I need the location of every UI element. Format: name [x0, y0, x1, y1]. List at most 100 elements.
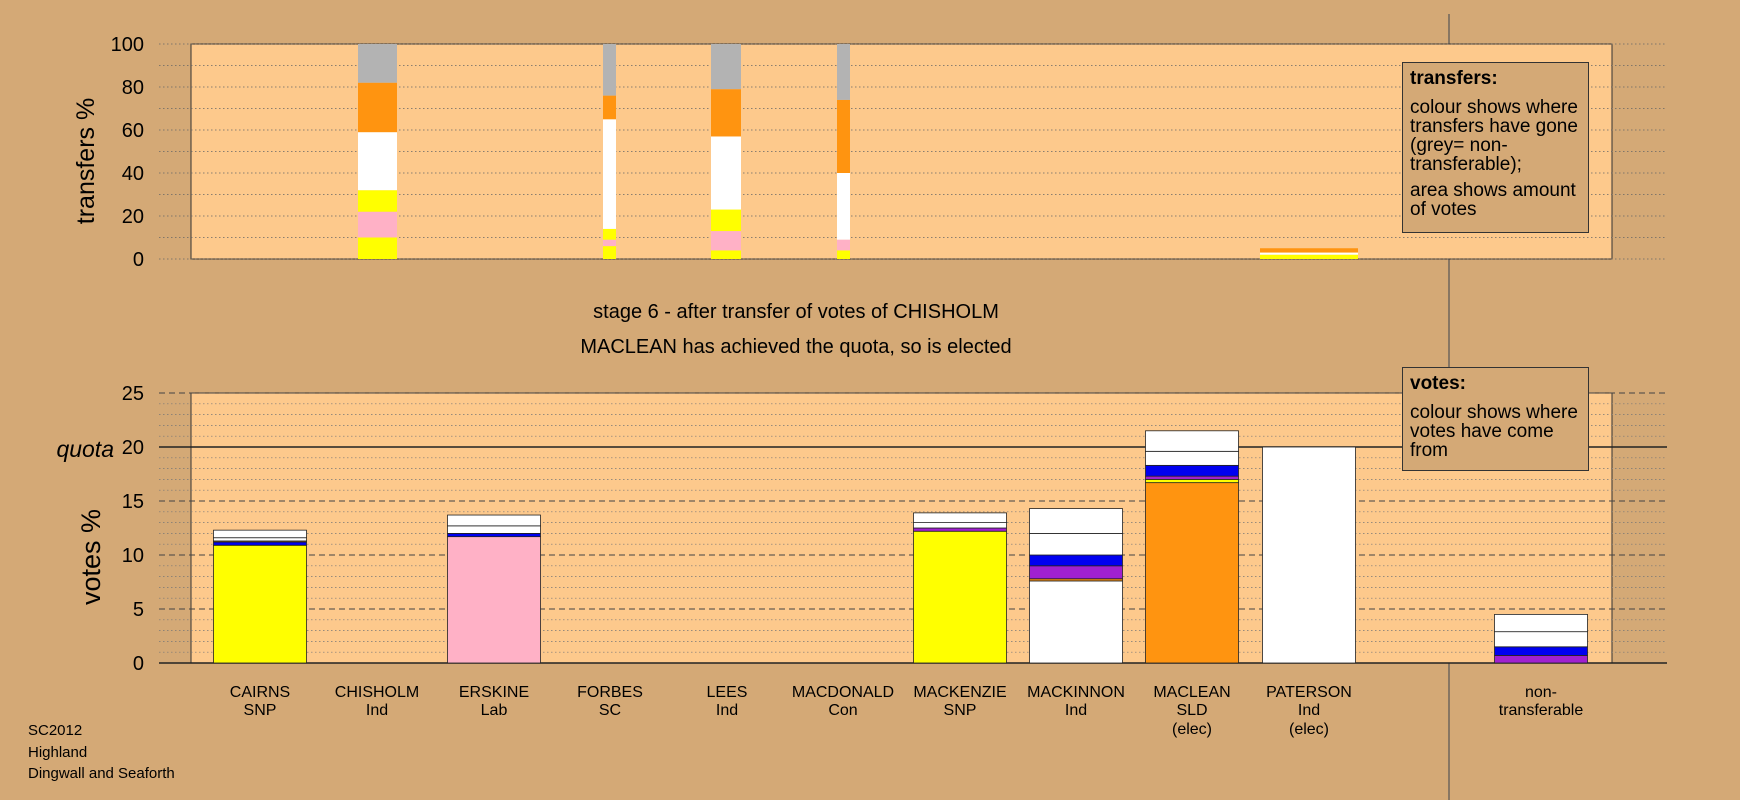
vote-segment [1029, 554, 1123, 567]
transfers-legend-title: transfers: [1410, 68, 1498, 89]
transfer-segment-chisholm [358, 44, 397, 83]
candidate-party-label: SLD [1176, 702, 1207, 719]
footer-election: SC2012 [28, 722, 83, 739]
candidate-name-label: FORBES [577, 684, 643, 701]
candidate-party-label: SNP [944, 702, 977, 719]
candidate-status-label: (elec) [1172, 721, 1212, 738]
vote-segment [447, 525, 541, 534]
vote-segment [1145, 464, 1239, 477]
vote-segment [1494, 655, 1588, 664]
transfer-segment-macdonald [837, 250, 850, 259]
footer-council: Highland [28, 743, 88, 761]
vote-segment [213, 537, 307, 542]
votes-y-tick-label: 20 [122, 437, 144, 459]
vote-segment [913, 512, 1007, 524]
vote-segment [913, 527, 1007, 532]
stage-title: stage 6 - after transfer of votes of CHI… [593, 301, 999, 323]
candidate-name-label: MACKINNON [1027, 684, 1125, 701]
vote-segment [213, 541, 307, 546]
candidate-name-label: CAIRNS [230, 684, 290, 701]
transfer-segment-paterson [1260, 248, 1358, 253]
votes-y-tick-label: 10 [122, 545, 144, 567]
votes-y-tick-label: 25 [122, 383, 144, 405]
candidate-name-label: PATERSON [1266, 684, 1352, 701]
vote-segment [1029, 508, 1123, 534]
candidate-party-label: Ind [366, 702, 388, 719]
transfers-legend-text-2: area shows amount of votes [1410, 180, 1576, 220]
transfers-legend: transfers: colour shows where transfers … [1402, 62, 1589, 233]
transfer-segment-chisholm [358, 132, 397, 191]
transfer-segment-chisholm [358, 190, 397, 212]
candidate-party-label: Ind [716, 702, 738, 719]
transfer-segment-forbes [603, 119, 616, 229]
votes-y-tick-label: 5 [133, 599, 144, 621]
transfer-segment-macdonald [837, 239, 850, 251]
vote-segment [1029, 580, 1123, 664]
transfers-y-tick-label: 60 [122, 120, 144, 142]
candidate-party-label: SNP [244, 702, 277, 719]
transfers-y-tick-label: 40 [122, 163, 144, 185]
vote-segment [447, 533, 541, 538]
vote-segment [913, 530, 1007, 664]
transfer-segment-forbes [603, 95, 616, 120]
vote-segment [1494, 631, 1588, 648]
transfer-segment-lees [711, 136, 741, 210]
vote-segment [1494, 614, 1588, 633]
candidate-status-label: (elec) [1289, 721, 1329, 738]
candidate-party-label: Con [828, 702, 857, 719]
votes-y-tick-label: 0 [133, 653, 144, 675]
vote-segment [1494, 646, 1588, 656]
footer-ward: Dingwall and Seaforth [28, 765, 175, 782]
candidate-name-label: MACDONALD [792, 684, 894, 701]
transfers-y-tick-label: 100 [111, 34, 144, 56]
transfers-y-tick-label: 80 [122, 77, 144, 99]
transfers-y-tick-label: 20 [122, 206, 144, 228]
footer: SC2012 Highland Dingwall and Seaforth [28, 720, 175, 785]
transfer-segment-lees [711, 250, 741, 259]
candidate-party-label: Ind [1065, 702, 1087, 719]
vote-segment [1029, 533, 1123, 556]
transfer-segment-forbes [603, 44, 616, 96]
transfers-y-axis-label: transfers % [72, 98, 100, 224]
transfer-segment-paterson [1260, 254, 1358, 259]
transfer-segment-lees [711, 209, 741, 232]
vote-segment [1145, 478, 1239, 484]
transfers-y-tick-label: 0 [133, 249, 144, 271]
transfer-segment-chisholm [358, 211, 397, 238]
candidate-party-label: Lab [481, 702, 508, 719]
transfer-segment-forbes [603, 239, 616, 247]
vote-segment [1145, 475, 1239, 480]
candidate-name-label: MACKENZIE [913, 684, 1006, 701]
candidate-name-label: ERSKINE [459, 684, 529, 701]
candidate-party-label: SC [599, 702, 621, 719]
vote-segment [213, 544, 307, 664]
vote-segment [213, 529, 307, 539]
vote-segment [1262, 446, 1356, 664]
candidate-name-label: CHISHOLM [335, 684, 419, 701]
vote-segment [447, 514, 541, 527]
transfer-segment-lees [711, 231, 741, 251]
votes-legend-text: colour shows where votes have come from [1410, 402, 1578, 461]
transfers-legend-text-1: colour shows where transfers have gone (… [1410, 97, 1578, 175]
transfer-segment-lees [711, 89, 741, 137]
vote-segment [1029, 565, 1123, 580]
transfer-segment-macdonald [837, 44, 850, 100]
transfer-segment-forbes [603, 228, 616, 240]
candidate-party-label: Ind [1298, 702, 1320, 719]
votes-plot-area [190, 392, 1613, 664]
transfer-segment-macdonald [837, 99, 850, 173]
vote-segment [1145, 430, 1239, 452]
transfer-segment-chisholm [358, 82, 397, 133]
vote-segment [1145, 482, 1239, 664]
votes-y-tick-label: 15 [122, 491, 144, 513]
vote-segment [913, 522, 1007, 529]
transfers-chart: 0 20 40 60 80 100 transfers % [72, 34, 1667, 271]
candidate-name-label: non- [1525, 684, 1557, 701]
transfer-segment-forbes [603, 246, 616, 259]
stage-subtitle: MACLEAN has achieved the quota, so is el… [580, 336, 1011, 358]
transfer-segment-macdonald [837, 173, 850, 240]
votes-y-axis-label: votes % [76, 509, 106, 605]
transfer-segment-chisholm [358, 237, 397, 259]
